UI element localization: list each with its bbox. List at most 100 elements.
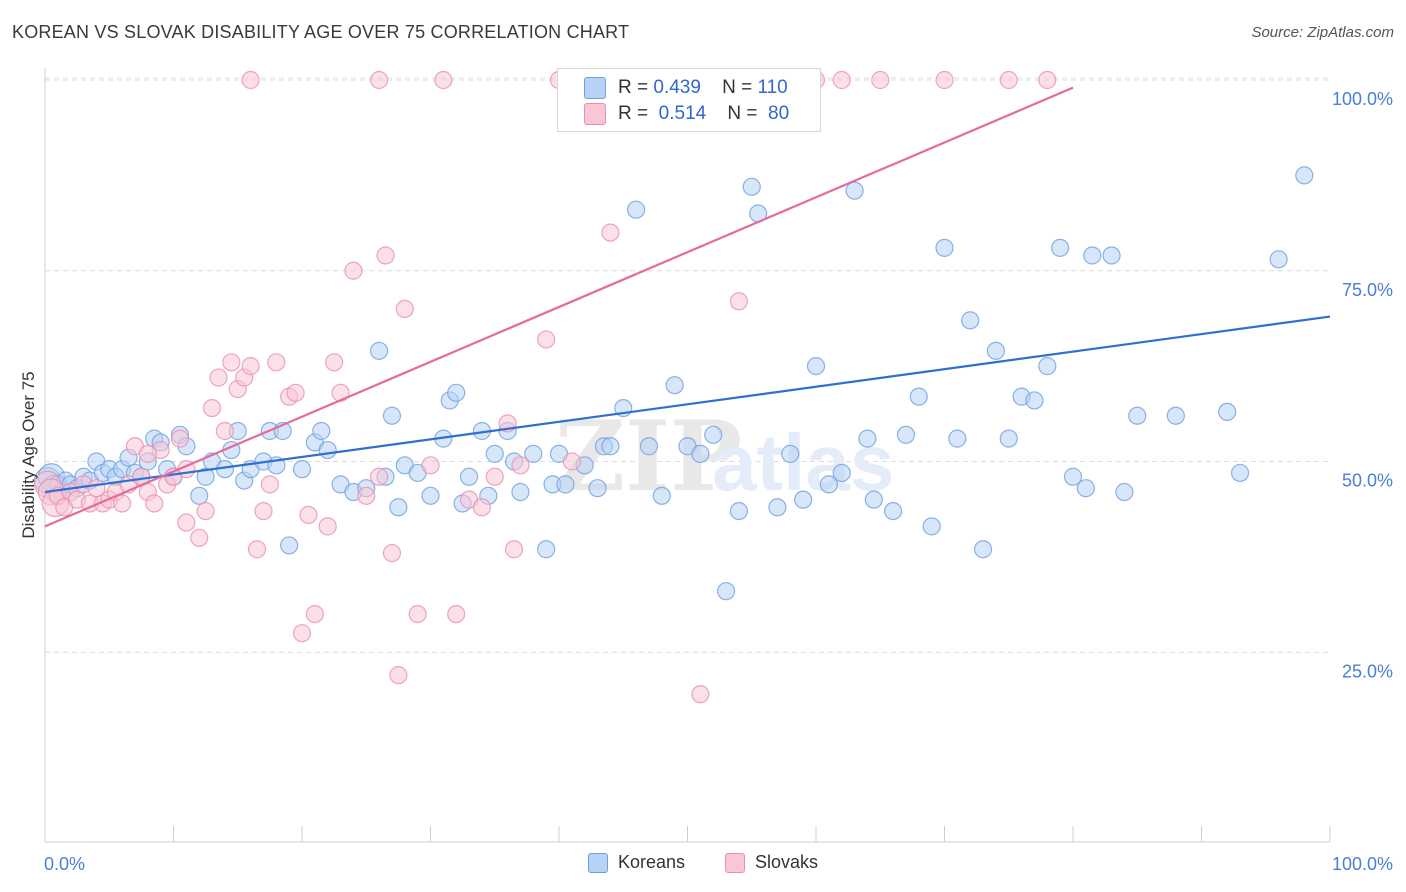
slovak-point — [1038, 70, 1057, 90]
korean-point — [716, 582, 736, 601]
korean-point — [858, 429, 877, 448]
slovak-point — [729, 292, 749, 311]
korean-r-value: 0.439 — [653, 77, 701, 98]
korean-point — [794, 490, 813, 509]
slovak-point — [318, 517, 337, 536]
slovak-point — [215, 421, 234, 441]
slovak-point — [357, 486, 376, 505]
korean-point — [626, 200, 646, 219]
slovak-point — [241, 357, 260, 376]
source-label: Source: ZipAtlas.com — [1251, 24, 1394, 41]
slovak-point — [202, 398, 222, 418]
slovak-point — [601, 223, 620, 242]
korean-point — [883, 501, 903, 521]
korean-point — [1218, 402, 1237, 422]
slovak-point — [562, 452, 581, 471]
slovak-point — [421, 456, 440, 475]
slovak-point — [254, 501, 273, 521]
y-axis-label: Disability Age Over 75 — [19, 371, 38, 538]
y-tick-label: 75.0% — [1342, 280, 1393, 300]
korean-point — [742, 177, 761, 196]
slovak-point — [935, 70, 954, 90]
korean-point — [704, 425, 723, 444]
trend-lines — [44, 86, 1331, 528]
legend-row-koreans: R = 0.439 N = 110 — [584, 77, 788, 99]
korean-point — [524, 444, 543, 463]
korean-point — [1076, 479, 1095, 498]
slovak-trend-line — [44, 86, 1074, 528]
slovak-point — [408, 604, 427, 624]
legend-koreans[interactable]: Koreans — [587, 852, 685, 873]
slovak-point — [370, 70, 389, 90]
korean-point — [922, 517, 941, 536]
korean-point — [973, 540, 993, 559]
slovak-point — [382, 543, 402, 563]
korean-point — [999, 429, 1018, 448]
slovak-point — [209, 368, 228, 387]
slovaks-label: Slovaks — [755, 852, 819, 872]
slovak-point — [472, 498, 491, 517]
korean-point — [1025, 391, 1044, 410]
korean-point — [832, 463, 851, 483]
korean-point — [459, 467, 479, 486]
korean-point — [370, 341, 389, 360]
slovaks-swatch — [725, 852, 745, 873]
korean-point — [948, 429, 967, 448]
korean-point — [1102, 246, 1121, 265]
korean-point — [781, 444, 800, 463]
slovak-r-value: 0.514 — [658, 103, 707, 124]
slovak-point — [871, 70, 890, 90]
korean-point — [1115, 482, 1134, 502]
slovak-point — [511, 456, 530, 475]
korean-point — [318, 440, 337, 460]
y-tick-label: 100.0% — [1332, 89, 1393, 109]
slovak-r-label: R = — [618, 103, 649, 124]
korean-r-label: R = — [618, 77, 649, 98]
korean-point — [652, 486, 671, 505]
korean-point — [1051, 238, 1070, 257]
slovak-point — [691, 685, 710, 704]
slovak-point — [177, 513, 196, 532]
x-tick-label: 0.0% — [44, 854, 85, 874]
slovak-point — [999, 70, 1018, 90]
slovak-point — [485, 467, 504, 486]
korean-point — [421, 486, 440, 505]
slovak-point — [286, 383, 305, 402]
slovak-point — [138, 444, 157, 463]
slovak-swatch — [584, 103, 606, 125]
korean-point — [1295, 166, 1314, 185]
slovak-point — [447, 604, 466, 624]
korean-point — [1038, 357, 1057, 376]
series-legend: Koreans Slovaks — [0, 852, 1406, 873]
slovak-point — [434, 70, 453, 90]
korean-point — [806, 357, 826, 376]
slovak-point — [504, 540, 524, 559]
slovak-point — [299, 505, 318, 525]
korean-point — [312, 421, 331, 441]
slovak-point — [170, 429, 190, 448]
slovak-n-value: 80 — [768, 103, 790, 124]
y-tick-label: 25.0% — [1342, 661, 1393, 681]
slovak-point — [196, 501, 215, 521]
koreans-swatch — [587, 852, 608, 873]
slovak-point — [247, 540, 267, 559]
slovak-point — [222, 353, 241, 372]
korean-point — [382, 406, 402, 425]
slovak-point — [145, 494, 164, 513]
slovak-point — [376, 246, 395, 265]
korean-swatch — [584, 77, 606, 99]
legend-slovaks[interactable]: Slovaks — [725, 852, 818, 873]
slovak-point — [370, 467, 389, 486]
korean-point — [1083, 246, 1102, 265]
korean-trend-line — [44, 315, 1331, 494]
tick-labels: 25.0% 50.0% 75.0% 100.0% 0.0% 100.0% — [44, 89, 1393, 874]
korean-point — [909, 387, 928, 406]
correlation-legend: R = 0.439 N = 110 R = 0.514 N = 80 — [557, 68, 821, 132]
korean-point — [961, 311, 980, 330]
chart-title: KOREAN VS SLOVAK DISABILITY AGE OVER 75 … — [12, 22, 630, 42]
korean-point — [485, 444, 504, 463]
korean-series — [33, 166, 1314, 601]
korean-point — [896, 425, 916, 444]
slovak-point — [537, 330, 556, 349]
x-tick-label: 100.0% — [1332, 854, 1393, 874]
